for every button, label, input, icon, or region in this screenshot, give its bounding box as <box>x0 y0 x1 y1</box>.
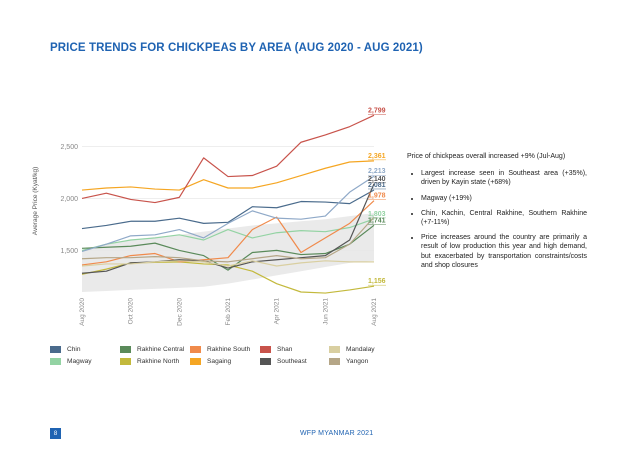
legend-label: Southeast <box>277 358 307 365</box>
x-tick-label: Aug 2020 <box>79 298 86 326</box>
legend-label: Yangon <box>346 358 369 365</box>
legend-swatch <box>50 346 61 353</box>
commentary-panel: Price of chickpeas overall increased +9%… <box>407 152 587 276</box>
legend-label: Rakhine Central <box>137 346 185 353</box>
end-value-label-magway: 1,803 <box>368 211 386 218</box>
series-line-magway <box>81 218 375 251</box>
legend-swatch <box>190 358 201 365</box>
legend-item: Shan <box>260 346 292 353</box>
series-line-shan <box>81 114 375 204</box>
legend-swatch <box>50 358 61 365</box>
commentary-list: Largest increase seen in Southeast area … <box>407 169 587 270</box>
end-value-label-chin: 2,081 <box>368 182 386 189</box>
footer-organization: WFP MYANMAR 2021 <box>300 430 374 437</box>
series-lines <box>81 114 375 294</box>
end-value-label-rakhine-south: 1,978 <box>368 193 386 200</box>
price-range-area <box>82 212 374 292</box>
x-tick-label: Apr 2021 <box>274 298 281 325</box>
y-tick-label: 2,000 <box>60 196 78 203</box>
series-line-extra <box>81 175 375 253</box>
y-tick-label: 1,500 <box>60 248 78 255</box>
commentary-bullet: Magway (+19%) <box>421 194 587 203</box>
x-tick-label: Oct 2020 <box>128 298 135 325</box>
x-tick-label: Feb 2021 <box>225 298 232 326</box>
legend-label: Magway <box>67 358 92 365</box>
legend-item: Rakhine Central <box>120 346 184 353</box>
end-value-label-shan: 2,799 <box>368 107 386 114</box>
y-axis-label: Average Price (Kyat/kg) <box>32 167 39 236</box>
legend-label: Rakhine North <box>137 358 180 365</box>
commentary-bullet: Chin, Kachin, Central Rakhine, Southern … <box>421 209 587 227</box>
y-tick-label: 2,500 <box>60 144 78 151</box>
series-line-rakhine-south <box>81 200 375 266</box>
legend-swatch <box>120 358 131 365</box>
end-value-label-rakhine-north: 1,156 <box>368 278 386 285</box>
legend-item: Rakhine South <box>190 346 250 353</box>
series-line-sagaing <box>81 160 375 191</box>
series-line-mandalay <box>81 260 374 267</box>
legend-swatch <box>190 346 201 353</box>
axes: 1,500 2,000 2,500 Average Price (Kyat/kg) Au… <box>32 144 378 326</box>
legend-item: Rakhine North <box>120 358 179 365</box>
x-tick-label: Jun 2021 <box>322 298 329 325</box>
legend-swatch <box>260 358 271 365</box>
end-value-label-southeast: 2,140 <box>368 176 386 183</box>
legend-item: Sagaing <box>190 358 231 365</box>
legend-item: Mandalay <box>329 346 375 353</box>
series-line-yangon <box>81 216 375 263</box>
series-line-rakhine-central <box>81 224 375 271</box>
legend-swatch <box>260 346 271 353</box>
end-value-label-rakhine-central: 1,741 <box>368 217 386 224</box>
legend-label: Shan <box>277 346 293 353</box>
price-range-band <box>82 212 374 292</box>
series-line-chin <box>81 189 375 230</box>
page-number: 8 <box>50 428 61 439</box>
legend-item: Chin <box>50 346 81 353</box>
end-value-label-sagaing: 2,361 <box>368 153 386 160</box>
legend-item: Magway <box>50 358 92 365</box>
commentary-lead: Price of chickpeas overall increased +9%… <box>407 153 566 160</box>
legend-swatch <box>329 346 340 353</box>
legend-swatch <box>329 358 340 365</box>
legend-swatch <box>120 346 131 353</box>
legend-label: Rakhine South <box>207 346 251 353</box>
legend-label: Chin <box>67 346 81 353</box>
end-value-label-extra: 2,213 <box>368 168 386 175</box>
commentary-bullet: Largest increase seen in Southeast area … <box>421 169 587 187</box>
series-line-southeast <box>81 183 375 274</box>
legend-label: Sagaing <box>207 358 232 365</box>
page-title: PRICE TRENDS FOR CHICKPEAS BY AREA (AUG … <box>50 42 423 54</box>
commentary-bullet: Price increases around the country are p… <box>421 233 587 270</box>
x-tick-label: Aug 2021 <box>371 298 378 326</box>
legend-item: Yangon <box>329 358 368 365</box>
x-tick-label: Dec 2020 <box>176 298 183 326</box>
legend-label: Mandalay <box>346 346 375 353</box>
legend-item: Southeast <box>260 358 307 365</box>
